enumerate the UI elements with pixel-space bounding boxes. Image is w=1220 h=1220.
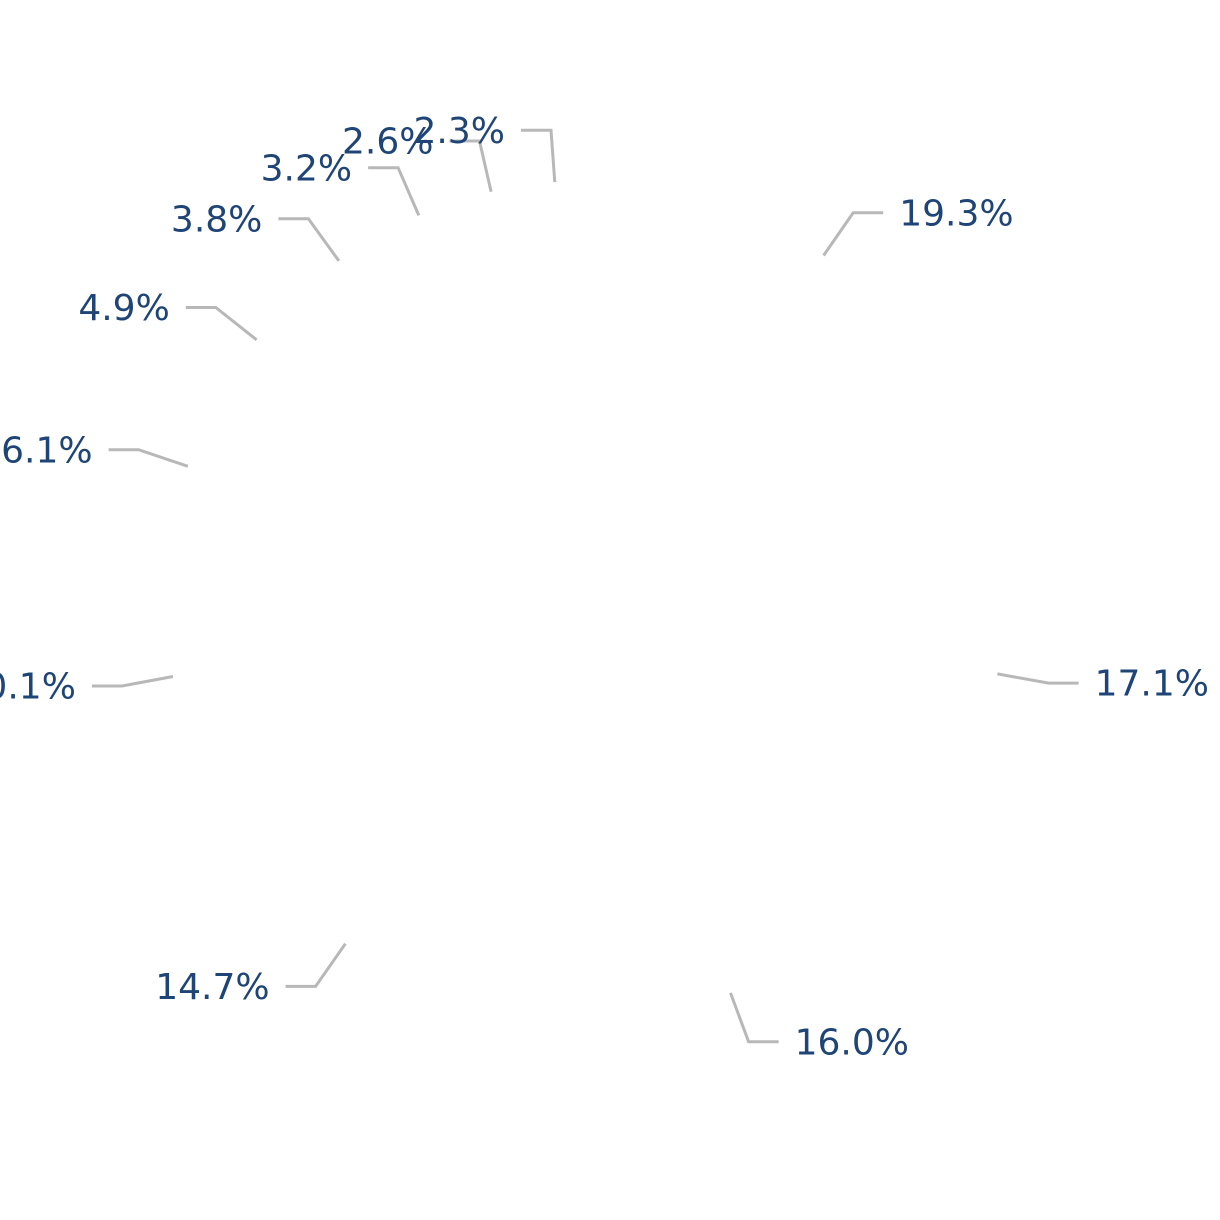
pie-slice <box>229 599 586 1002</box>
slice-label: 6.1% <box>1 430 92 471</box>
pie-slice <box>584 194 965 601</box>
slice-label: 3.8% <box>171 199 262 240</box>
pie-slice <box>524 599 892 1006</box>
pie-slice <box>584 456 991 866</box>
slice-label: 10.1% <box>0 667 76 708</box>
slice-label: 17.1% <box>1095 664 1209 705</box>
slice-label: 16.0% <box>795 1022 909 1063</box>
slice-label: 2.6% <box>342 122 433 163</box>
pie-slice <box>183 399 586 601</box>
slice-label: 2.3% <box>414 111 505 152</box>
slice-label: 4.9% <box>78 288 169 329</box>
leader-line <box>185 306 258 341</box>
leader-line <box>729 992 779 1044</box>
leader-line <box>108 448 189 468</box>
leader-line <box>521 128 557 183</box>
slice-label: 14.7% <box>155 967 269 1008</box>
leader-lines <box>91 128 1079 1044</box>
leader-line <box>449 139 493 193</box>
leader-line <box>368 166 421 216</box>
pie-slices <box>179 194 991 1006</box>
slice-label: 3.2% <box>261 148 352 189</box>
pie-slice <box>526 194 586 601</box>
leader-line <box>285 942 347 988</box>
slice-labels: 19.3% 17.1% 16.0% 14.7% 10.1% 6.1% 4.9% 3.8% 3.2… <box>0 111 1209 1063</box>
slice-label: 19.3% <box>899 193 1013 234</box>
leader-line <box>822 211 884 257</box>
leader-line <box>997 672 1079 685</box>
leader-line <box>91 675 174 688</box>
leader-line <box>278 217 341 262</box>
pie-slice <box>179 545 587 796</box>
